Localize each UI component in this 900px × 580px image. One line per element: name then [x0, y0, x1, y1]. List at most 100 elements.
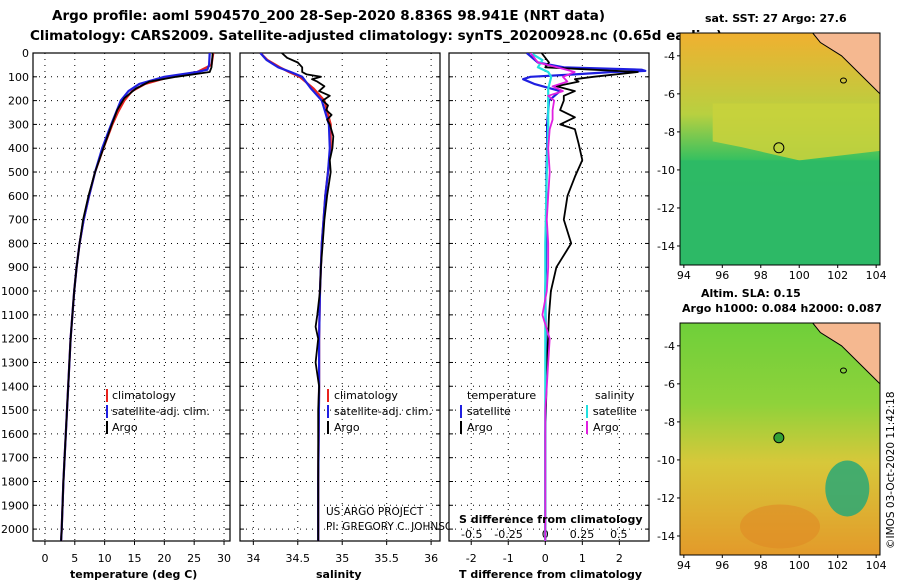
salinity-plot-frame — [239, 52, 441, 542]
depth-tick-label: 1600 — [1, 428, 29, 441]
map-x-tick-label: 96 — [715, 559, 729, 572]
legend-argo-label: Argo — [112, 421, 138, 434]
sla-map-subtitle: Argo h1000: 0.084 h2000: 0.087 — [682, 302, 882, 315]
map-y-tick-label: -10 — [657, 164, 675, 177]
map-x-tick-label: 98 — [754, 559, 768, 572]
s-tick-label: 0.5 — [610, 528, 628, 541]
depth-tick-label: 900 — [8, 261, 29, 274]
series-line-argo — [281, 53, 335, 541]
map-x-tick-label: 100 — [789, 559, 810, 572]
map-frame — [679, 32, 881, 266]
map-y-tick-label: -4 — [664, 50, 675, 63]
legend-satellite-label: satellite-adj. clim. — [112, 405, 210, 418]
t-difference-axis-label: T difference from climatology — [459, 568, 642, 580]
sst-map-title: sat. SST: 27 Argo: 27.6 — [705, 12, 847, 25]
map-y-tick-label: -6 — [664, 378, 675, 391]
s-tick-label: -0.5 — [461, 528, 482, 541]
sla-map: 94 96 98 100 102 104 -4 -6 -8 -10 -12 -14 — [657, 322, 887, 572]
salinity-panel: 34 34.5 35 35.5 36 salinity climatology sate… — [239, 52, 461, 580]
temperature-legend: climatology satellite-adj. clim. Argo — [106, 389, 210, 434]
x-tick-label: 36 — [424, 552, 438, 565]
temperature-series — [60, 53, 215, 541]
legend-header-temperature: temperature — [467, 389, 536, 402]
x-tick-label: 1 — [579, 552, 586, 565]
x-tick-label: 34.5 — [286, 552, 311, 565]
map-y-tick-label: -10 — [657, 454, 675, 467]
x-tick-label: 34 — [246, 552, 260, 565]
s-tick-label: 0.25 — [570, 528, 595, 541]
map-y-tick-label: -12 — [657, 492, 675, 505]
x-tick-label: 25 — [187, 552, 201, 565]
salinity-axis-label: salinity — [316, 568, 362, 580]
difference-legend: temperature salinity satellite Argo sate… — [460, 389, 637, 434]
map-y-tick-label: -4 — [664, 340, 675, 353]
figure-title-line2: Climatology: CARS2009. Satellite-adjuste… — [30, 28, 722, 44]
series-line-t-argo — [540, 53, 639, 541]
salinity-series — [259, 53, 335, 541]
map-x-tick-label: 100 — [789, 269, 810, 282]
map-x-tick-label: 104 — [866, 269, 887, 282]
credit-project: US ARGO PROJECT — [326, 506, 424, 518]
credit-pi: PI: GREGORY C. JOHNSON — [326, 521, 461, 533]
s-difference-axis-label: S difference from climatology — [459, 513, 643, 526]
sst-transition-band — [712, 103, 880, 161]
legend-s-satellite-label: satellite — [593, 405, 637, 418]
depth-tick-label: 1900 — [1, 499, 29, 512]
depth-tick-label: 1000 — [1, 285, 29, 298]
argo-position-marker — [773, 432, 785, 444]
sla-high-region — [740, 504, 820, 549]
legend-argo-label: Argo — [334, 421, 360, 434]
depth-tick-label: 100 — [8, 71, 29, 84]
map-frame — [679, 322, 881, 556]
temperature-tick-labels: 0 5 10 15 20 25 30 — [41, 552, 231, 565]
temperature-panel: 0100200300400500600700800900100011001200… — [1, 47, 231, 580]
depth-tick-label: 2000 — [1, 523, 29, 536]
island-enggano — [839, 367, 847, 374]
depth-tick-label: 1800 — [1, 475, 29, 488]
legend-climatology-label: climatology — [334, 389, 398, 402]
map-x-tick-label: 94 — [677, 269, 691, 282]
x-tick-label: 30 — [217, 552, 231, 565]
map-x-tick-label: 102 — [827, 269, 848, 282]
depth-tick-label: 200 — [8, 95, 29, 108]
map-x-tick-label: 104 — [866, 559, 887, 572]
salinity-tick-labels: 34 34.5 35 35.5 36 — [246, 552, 438, 565]
map-x-tick-label: 98 — [754, 269, 768, 282]
figure-title-line1: Argo profile: aoml 5904570_200 28-Sep-20… — [52, 8, 605, 24]
sla-low-eddy — [825, 460, 870, 517]
legend-s-argo-label: Argo — [593, 421, 619, 434]
salinity-legend: climatology satellite-adj. clim. Argo — [327, 389, 432, 434]
temperature-plot-frame — [32, 52, 231, 542]
x-tick-label: 35.5 — [374, 552, 399, 565]
legend-t-argo-label: Argo — [467, 421, 493, 434]
sst-cool-region — [680, 160, 880, 265]
x-tick-label: -2 — [466, 552, 477, 565]
map-y-tick-label: -6 — [664, 88, 675, 101]
sla-map-title: Altim. SLA: 0.15 — [701, 287, 801, 300]
x-tick-label: 0 — [41, 552, 48, 565]
depth-tick-label: 700 — [8, 214, 29, 227]
depth-tick-label: 1400 — [1, 380, 29, 393]
imos-watermark: ©IMOS 03-Oct-2020 11:42:18 — [885, 391, 897, 549]
temperature-axis-label: temperature (deg C) — [70, 568, 197, 580]
x-tick-label: 0 — [542, 552, 549, 565]
depth-tick-labels: 0 100 200 300 400 500 600 700 800 900 1000 1100 1200… — [1, 47, 29, 536]
x-tick-label: 10 — [98, 552, 112, 565]
depth-tick-label: 400 — [8, 142, 29, 155]
depth-tick-label: 1100 — [1, 309, 29, 322]
difference-panel: -2 -1 0 1 2 -0.5 -0.25 0 0.25 0.5 T difference f… — [448, 52, 650, 580]
legend-climatology-label: climatology — [112, 389, 176, 402]
depth-tick-label: 1500 — [1, 404, 29, 417]
map-y-tick-label: -12 — [657, 202, 675, 215]
map-x-tick-label: 94 — [677, 559, 691, 572]
map-y-tick-label: -14 — [657, 240, 675, 253]
legend-t-satellite-label: satellite — [467, 405, 511, 418]
sla-map-panel: Altim. SLA: 0.15 Argo h1000: 0.084 h2000… — [657, 287, 887, 572]
x-tick-label: 20 — [157, 552, 171, 565]
temperature-grid — [33, 52, 230, 545]
x-tick-label: 5 — [71, 552, 78, 565]
depth-tick-label: 800 — [8, 237, 29, 250]
depth-tick-label: 600 — [8, 190, 29, 203]
difference-series — [521, 53, 647, 541]
map-y-tick-label: -8 — [664, 126, 675, 139]
